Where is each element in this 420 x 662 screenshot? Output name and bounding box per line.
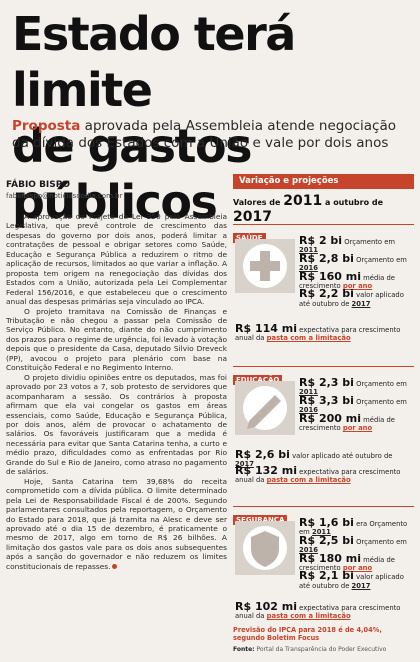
deck-kicker: Proposta — [12, 118, 81, 134]
rail-subtitle-text: a outubro de — [322, 198, 384, 207]
headline-line-2: de gastos públicos — [12, 119, 252, 229]
data-row: R$ 2,1 bi valor aplicado até outubro de … — [299, 569, 404, 590]
paragraph: A aprovação do Projeto de Lei 350 pela A… — [6, 212, 227, 307]
educacao-tag: EDUCAÇÃO — [233, 375, 283, 385]
paragraph: O projeto tramitava na Comissão de Finan… — [6, 306, 227, 373]
data-row: R$ 2 bi Orçamento em 2011 — [299, 234, 396, 255]
pencil-icon — [235, 381, 295, 435]
source-text: Portal da Transparência do Poder Executi… — [254, 646, 387, 653]
data-row: R$ 2,2 bi valor aplicado até outubro de … — [299, 287, 404, 308]
paragraph-text: Hoje, Santa Catarina tem 39,68% do recei… — [6, 476, 227, 571]
rail-year-end: 2017 — [233, 209, 272, 225]
rail-header: Variação e projeções — [233, 174, 414, 189]
medical-cross-icon — [235, 239, 295, 293]
data-row: R$ 114 mi expectativa para crescimento a… — [235, 322, 401, 343]
data-row: R$ 2,8 bi Orçamento em 2016 — [299, 251, 407, 273]
paragraph: Hoje, Santa Catarina tem 39,68% do recei… — [6, 477, 227, 572]
educacao-block: EDUCAÇÃO R$ 2,3 bi Orçamento em 2011 R$ … — [233, 366, 414, 497]
source-credit: Fonte: Portal da Transparência do Poder … — [233, 646, 386, 653]
data-row: R$ 2,6 bi valor aplicado até outubro de … — [235, 448, 393, 469]
deck: Proposta aprovada pela Assembleia atende… — [12, 118, 414, 152]
author-name: FÁBIO BISPO — [6, 180, 71, 190]
data-row: R$ 2,3 bi Orçamento em 2011 — [299, 376, 407, 397]
data-row: R$ 200 mi média de crescimento por ano — [299, 411, 395, 433]
paragraph: O projeto dividiu opiniões entre os depu… — [6, 372, 227, 477]
ipca-footnote: Previsão do IPCA para 2018 é de 4,04%, s… — [233, 626, 382, 642]
data-row: R$ 160 mi média de crescimento por ano — [299, 269, 395, 291]
rail-year-start: 2011 — [283, 193, 323, 209]
badge-shield-icon — [235, 521, 295, 575]
data-row: R$ 2,5 bi Orçamento em 2016 — [299, 533, 407, 555]
data-row: R$ 102 mi expectativa para crescimento a… — [235, 600, 401, 621]
deck-text: aprovada pela Assembleia atende negociaç… — [12, 118, 396, 151]
data-rail: Variação e projeções Valores de 2011 a o… — [233, 174, 414, 225]
data-row: R$ 180 mi média de crescimento por ano — [299, 551, 395, 573]
rail-subtitle-text: Valores de — [233, 198, 284, 207]
end-mark-icon — [112, 563, 118, 569]
saude-tag: SAÚDE — [233, 233, 266, 243]
data-row: R$ 3,3 bi Orçamento em 2016 — [299, 393, 407, 415]
data-row: R$ 132 mi expectativa para crescimento a… — [235, 464, 401, 485]
article-body: A aprovação do Projeto de Lei 350 pela A… — [6, 212, 227, 571]
saude-block: SAÚDE R$ 2 bi Orçamento em 2011 R$ 2,8 b… — [233, 224, 414, 355]
author-email[interactable]: fabiobispo@noticiasdodia.com.br — [6, 192, 123, 200]
headline-line-1: Estado terá limite — [12, 7, 296, 117]
rail-subtitle: Valores de 2011 a outubro de 2017 — [233, 193, 414, 225]
source-label: Fonte: — [233, 646, 255, 653]
seguranca-block: SEGURANÇA R$ 1,6 bi era Orçamento em 201… — [233, 506, 414, 625]
seguranca-tag: SEGURANÇA — [233, 515, 288, 525]
headline: Estado terá limite de gastos públicos — [12, 6, 412, 230]
data-row: R$ 1,6 bi era Orçamento em 2011 — [299, 516, 408, 537]
